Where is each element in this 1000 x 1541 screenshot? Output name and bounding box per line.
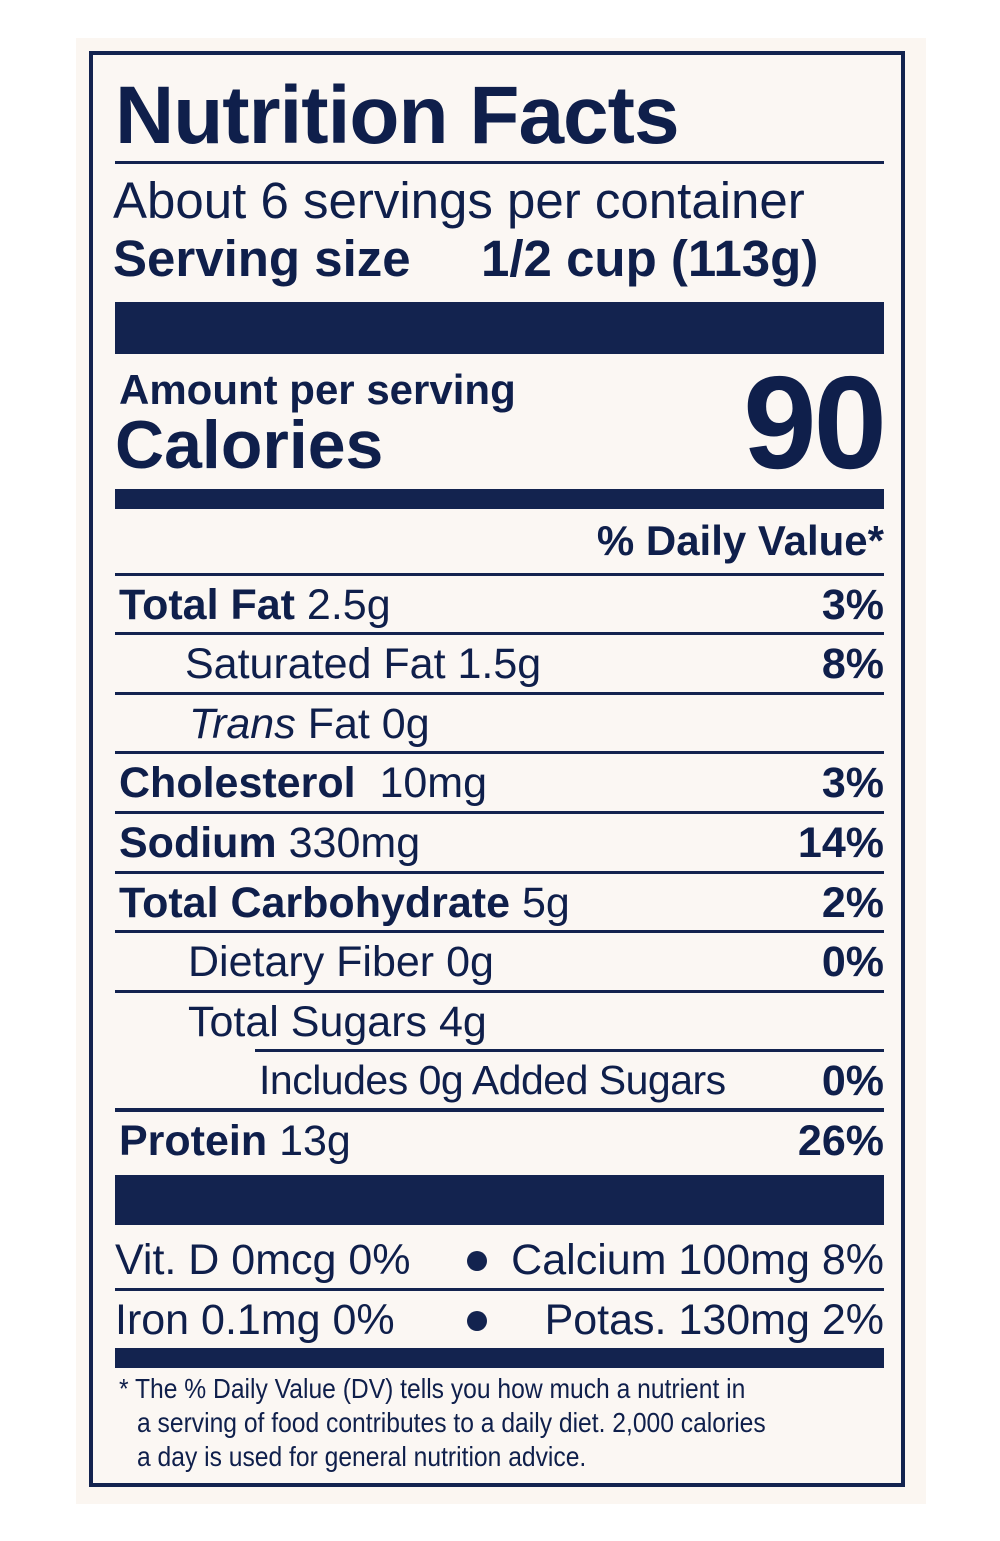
nutrient-amount: 0g	[381, 700, 430, 748]
nutrient-amount: 5g	[521, 879, 570, 927]
serving-size-label: Serving size	[113, 230, 411, 287]
nutrient-row-cholesterol: Cholesterol 10mg 3%	[119, 757, 884, 813]
calories-value: 90	[743, 349, 887, 496]
label-title: Nutrition Facts	[115, 70, 680, 161]
nutrient-amount: 4g	[438, 998, 487, 1046]
bullet-icon	[467, 1311, 487, 1331]
divider	[115, 811, 884, 814]
nutrient-name: Fat	[307, 700, 370, 748]
nutrient-row-protein: Protein 13g 26%	[119, 1115, 884, 1171]
nutrient-row-trans-fat: Trans Fat 0g	[189, 698, 884, 754]
thick-bar-top	[115, 302, 884, 354]
nutrient-name: Protein	[119, 1117, 268, 1165]
nutrient-name-italic: Trans	[189, 700, 296, 748]
nutrient-row-added-sugars: Includes 0g Added Sugars 0%	[259, 1055, 884, 1111]
mineral-left: Iron 0.1mg 0%	[115, 1296, 395, 1344]
vitamin-right: Calcium 100mg 8%	[511, 1236, 884, 1284]
nutrient-name: Includes 0g Added Sugars	[259, 1057, 726, 1103]
nutrient-amount: 0g	[446, 938, 494, 986]
nutrient-name: Sodium	[119, 819, 277, 867]
footnote-line-2: a serving of food contributes to a daily…	[137, 1407, 766, 1438]
nutrient-row-total-sugars: Total Sugars 4g	[188, 996, 884, 1052]
bullet-icon	[467, 1251, 487, 1271]
nutrition-facts-panel: Nutrition Facts About 6 servings per con…	[89, 51, 905, 1487]
nutrient-row-saturated-fat: Saturated Fat 1.5g 8%	[185, 638, 884, 694]
nutrient-row-sodium: Sodium 330mg 14%	[119, 817, 884, 873]
servings-per-container: About 6 servings per container	[113, 172, 805, 229]
nutrient-dv: 2%	[821, 879, 884, 927]
nutrient-dv: 3%	[821, 581, 884, 629]
footnote-line-3: a day is used for general nutrition advi…	[137, 1441, 587, 1472]
divider	[115, 871, 884, 874]
thick-bar-footnote	[115, 1348, 884, 1368]
calories-label: Calories	[115, 407, 384, 483]
mineral-row: Iron 0.1mg 0% Potas. 130mg 2%	[115, 1295, 884, 1345]
vitamin-row: Vit. D 0mcg 0% Calcium 100mg 8%	[115, 1235, 884, 1285]
nutrient-amount: 2.5g	[306, 581, 391, 629]
serving-size-value: 1/2 cup (113g)	[481, 230, 819, 287]
nutrient-amount: 10mg	[379, 759, 488, 807]
nutrient-dv: 0%	[821, 938, 884, 986]
divider-indented	[255, 1049, 884, 1052]
nutrient-name: Saturated Fat	[185, 640, 446, 688]
daily-value-header: % Daily Value*	[596, 517, 884, 564]
thick-bar-calories	[115, 489, 884, 509]
nutrient-name: Total Carbohydrate	[119, 879, 511, 927]
mineral-right: Potas. 130mg 2%	[544, 1296, 884, 1344]
divider	[115, 632, 884, 635]
divider	[115, 1288, 884, 1291]
nutrient-dv: 3%	[821, 759, 884, 807]
nutrient-dv: 0%	[821, 1057, 884, 1105]
nutrient-amount: 330mg	[288, 819, 421, 867]
title-rule	[115, 161, 884, 164]
divider	[115, 751, 884, 754]
nutrient-row-dietary-fiber: Dietary Fiber 0g 0%	[188, 936, 884, 992]
nutrient-row-total-fat: Total Fat 2.5g 3%	[119, 579, 884, 635]
footnote-line-1: * The % Daily Value (DV) tells you how m…	[119, 1373, 746, 1404]
thick-bar-protein	[115, 1175, 884, 1225]
nutrient-name: Dietary Fiber	[188, 938, 435, 986]
nutrient-dv: 26%	[797, 1117, 884, 1165]
nutrient-amount: 1.5g	[457, 640, 542, 688]
nutrient-name: Total Sugars	[188, 998, 428, 1046]
amount-per-serving: Amount per serving	[119, 366, 516, 413]
divider	[115, 573, 884, 576]
divider	[115, 930, 884, 933]
nutrient-name: Total Fat	[119, 581, 295, 629]
nutrient-name: Cholesterol	[119, 759, 356, 807]
nutrient-row-total-carbohydrate: Total Carbohydrate 5g 2%	[119, 877, 884, 933]
divider	[115, 990, 884, 993]
divider	[115, 1108, 884, 1112]
nutrient-amount: 13g	[279, 1117, 351, 1165]
nutrient-dv: 14%	[797, 819, 884, 867]
vitamin-left: Vit. D 0mcg 0%	[115, 1236, 411, 1284]
nutrient-dv: 8%	[821, 640, 884, 688]
divider	[115, 692, 884, 695]
